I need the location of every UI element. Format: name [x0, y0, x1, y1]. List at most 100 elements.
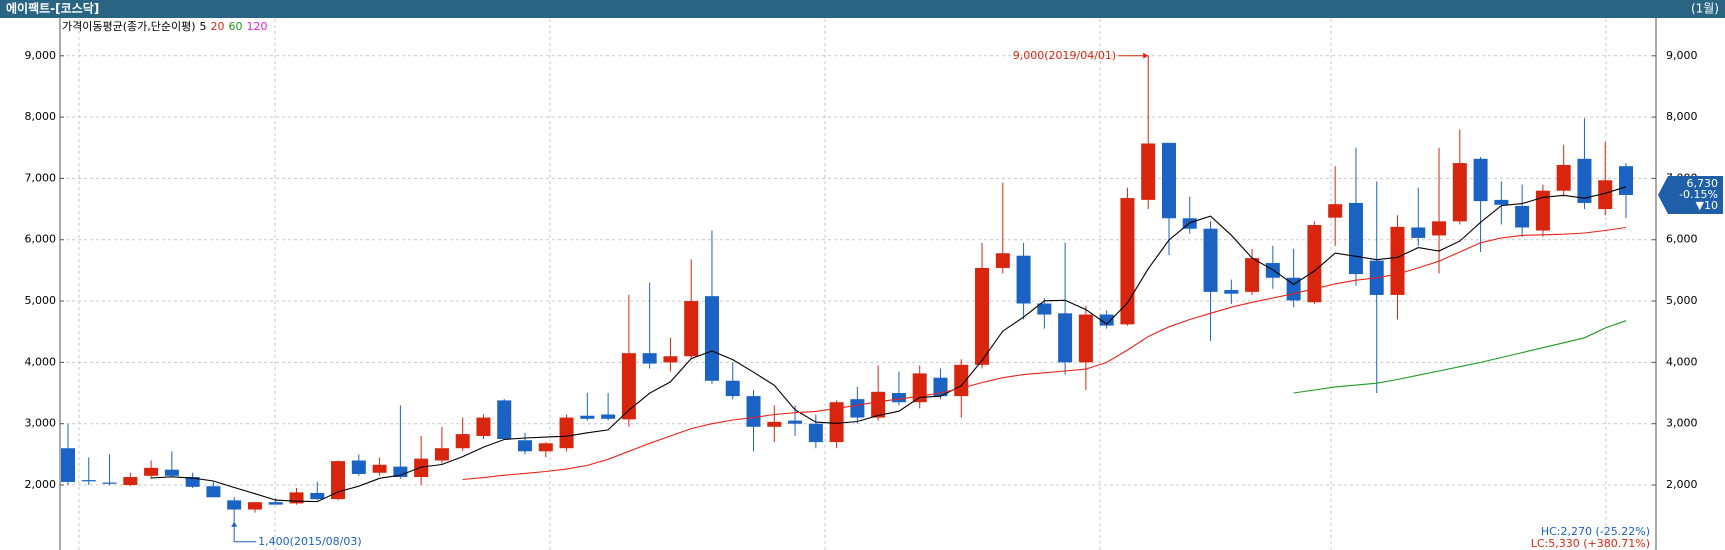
legend-entry: 20	[210, 20, 225, 33]
candle-body	[995, 253, 1010, 268]
candle-body	[725, 380, 740, 397]
candle-body	[102, 482, 117, 484]
candle-body	[1141, 143, 1156, 200]
annotation-max: 9,000(2019/04/01)	[1013, 49, 1116, 62]
candle-body	[704, 296, 719, 381]
legend-entry: 5	[199, 20, 207, 33]
candle-body	[1037, 303, 1052, 315]
candle-body	[1598, 180, 1613, 210]
y-tick-label-right: 5,000	[1666, 294, 1698, 307]
annotation-arrowhead	[1143, 52, 1149, 59]
candle-body	[559, 417, 574, 449]
candle-body	[310, 492, 325, 500]
candle-body	[1473, 158, 1488, 202]
y-tick-label-right: 3,000	[1666, 417, 1698, 430]
candle-body	[891, 393, 906, 403]
candle-body	[1432, 221, 1447, 236]
candle-body	[331, 461, 346, 500]
candle-body	[372, 464, 387, 473]
window-title: 에이팩트-[코스닥]	[6, 1, 99, 16]
candle-body	[351, 460, 366, 474]
candle-body	[206, 486, 221, 498]
badge-change: -0.15%	[1679, 188, 1718, 201]
y-tick-label: 8,000	[25, 110, 57, 123]
candle-body	[601, 414, 616, 419]
candle-body	[1577, 158, 1592, 203]
candle-body	[1619, 166, 1633, 195]
candle-body	[871, 391, 886, 418]
candle-body	[1515, 206, 1530, 228]
y-tick-label: 5,000	[25, 294, 57, 307]
grid	[60, 19, 1656, 550]
candle-body	[580, 415, 595, 419]
candle-body	[1452, 163, 1467, 222]
candle-body	[1348, 202, 1363, 275]
candle-body	[247, 502, 262, 510]
candle-body	[1120, 198, 1135, 325]
annotation-arrowhead	[231, 521, 238, 527]
candle-body	[663, 356, 678, 363]
title-bar	[0, 0, 1725, 18]
candle-body	[289, 492, 304, 504]
candle-body	[1535, 190, 1550, 231]
candle-body	[393, 466, 408, 478]
y-tick-label-right: 2,000	[1666, 478, 1698, 491]
ma-line	[151, 186, 1627, 503]
legend: 가격이동평균(종가,단순이평) 5 20 60 120	[62, 19, 272, 35]
candle-body	[933, 377, 948, 397]
annotation-arrow	[233, 521, 257, 543]
candle-body	[1390, 226, 1405, 295]
annotation-min: 1,400(2015/08/03)	[258, 535, 361, 548]
candle-body	[746, 396, 761, 427]
y-tick-label-right: 9,000	[1666, 49, 1698, 62]
candle-body	[1245, 258, 1260, 292]
candle-body	[497, 400, 512, 440]
candle-body	[621, 353, 636, 420]
candle-body	[268, 502, 283, 505]
ma-line	[1293, 320, 1627, 394]
candle-body	[1016, 255, 1031, 304]
candle-body	[1058, 313, 1073, 363]
candle-body	[788, 420, 803, 424]
candle-body	[808, 423, 823, 443]
candle-body	[185, 477, 200, 487]
y-tick-label: 3,000	[25, 417, 57, 430]
candle-body	[538, 443, 553, 452]
candle-body	[1099, 314, 1114, 326]
candle-body	[684, 301, 699, 357]
candle-body	[1411, 227, 1426, 238]
candle-body	[1203, 228, 1218, 292]
candle-body	[1307, 225, 1322, 303]
y-tick-label-right: 8,000	[1666, 110, 1698, 123]
candle-body	[850, 399, 865, 418]
legend-entry: 120	[246, 20, 268, 33]
y-tick-label-right: 6,000	[1666, 233, 1698, 246]
candle-body	[1328, 204, 1343, 218]
candle-body	[1556, 164, 1571, 191]
candle-body	[61, 448, 75, 482]
y-tick-label: 6,000	[25, 233, 57, 246]
badge-price: 6,730	[1687, 177, 1719, 190]
footer-lc: LC:5,330 (+380.71%)	[1531, 537, 1650, 550]
legend-entry: 60	[228, 20, 243, 33]
badge-diff: ▼10	[1696, 199, 1718, 212]
candle-body	[954, 364, 969, 397]
marks	[61, 55, 1633, 522]
candle-body	[1078, 314, 1093, 363]
candle-body	[455, 434, 470, 449]
candle-body	[1161, 142, 1176, 219]
ma-line	[462, 226, 1627, 481]
candle-body	[434, 448, 449, 461]
indicator-label: 가격이동평균(종가,단순이평)	[62, 20, 196, 33]
y-tick-label: 9,000	[25, 49, 57, 62]
candle-body	[414, 458, 429, 478]
y-tick-label-right: 4,000	[1666, 355, 1698, 368]
candle-body	[767, 421, 782, 427]
candle-body	[642, 353, 657, 364]
y-tick-label: 2,000	[25, 478, 57, 491]
candle-body	[1494, 199, 1509, 205]
candle-body	[476, 417, 491, 436]
candle-body	[975, 267, 990, 365]
